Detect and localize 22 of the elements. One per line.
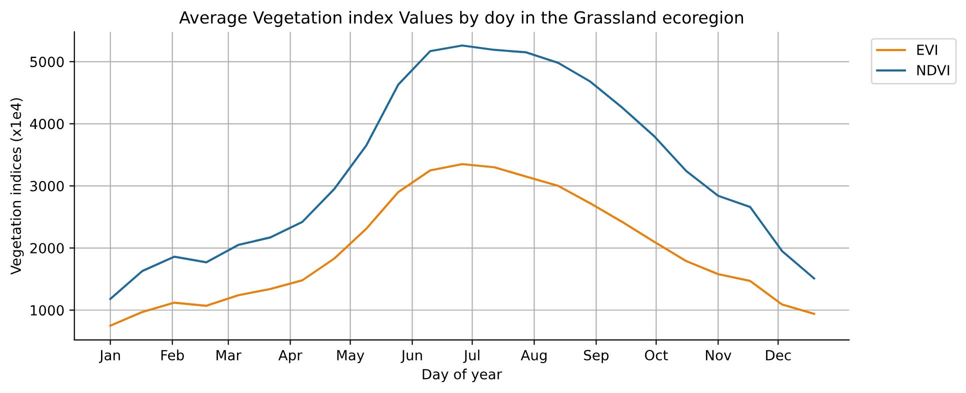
x-tick-label: May bbox=[337, 350, 364, 364]
y-axis-title: Vegetation indices (x1e4) bbox=[10, 98, 24, 275]
y-tick-label: 5000 bbox=[30, 56, 64, 68]
legend-label: EVI bbox=[917, 44, 938, 55]
y-tick-label: 3000 bbox=[30, 180, 64, 192]
x-tick-label: Apr bbox=[278, 350, 302, 364]
x-tick-label: Jun bbox=[400, 350, 422, 363]
x-tick-label: Nov bbox=[706, 350, 732, 360]
x-tick-label: Aug bbox=[520, 350, 547, 364]
x-tick-label: Mar bbox=[216, 350, 242, 360]
x-tick-label: Dec bbox=[766, 350, 791, 360]
y-tick-label: 1000 bbox=[30, 305, 64, 316]
chart-title: Average Vegetation index Values by doy in the Grassland ecoregion bbox=[179, 10, 743, 27]
y-tick-label: 4000 bbox=[30, 118, 64, 130]
x-tick-label: Jul bbox=[463, 350, 480, 363]
x-tick-label: Oct bbox=[644, 350, 668, 360]
x-tick-label: Feb bbox=[161, 350, 184, 360]
x-tick-label: Jan bbox=[98, 350, 120, 363]
legend-label: NDVI bbox=[917, 65, 950, 76]
x-tick-label: Sep bbox=[584, 350, 609, 364]
x-axis-title: Day of year bbox=[422, 368, 502, 382]
y-tick-label: 2000 bbox=[30, 242, 64, 254]
